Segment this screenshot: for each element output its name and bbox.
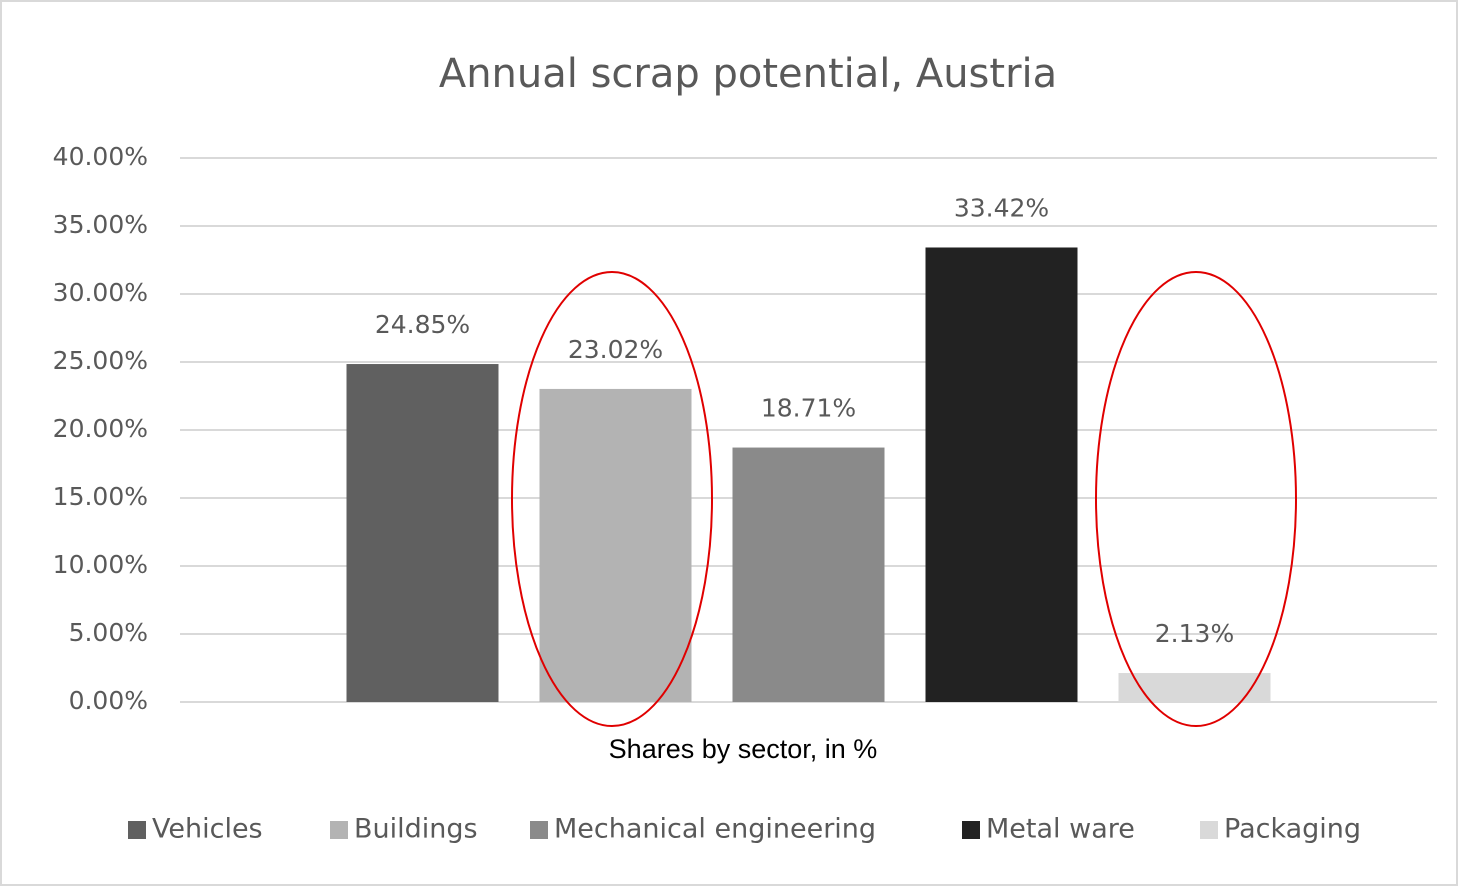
chart-title: Annual scrap potential, Austria (439, 51, 1057, 97)
bar (346, 364, 499, 702)
legend-swatch (962, 821, 980, 839)
y-tick-label: 10.00% (53, 550, 148, 579)
legend-label: Vehicles (152, 814, 263, 845)
y-tick-label: 25.00% (53, 346, 148, 375)
y-tick-label: 0.00% (69, 686, 148, 715)
value-label: 18.71% (761, 394, 856, 423)
y-tick-label: 40.00% (53, 142, 148, 171)
y-tick-label: 5.00% (69, 618, 148, 647)
bar (732, 447, 885, 702)
value-label: 2.13% (1155, 619, 1234, 648)
y-tick-label: 35.00% (53, 210, 148, 239)
y-tick-label: 20.00% (53, 414, 148, 443)
legend-swatch (530, 821, 548, 839)
legend-swatch (128, 821, 146, 839)
legend-label: Packaging (1224, 814, 1361, 845)
plot: 0.00% 5.00% 10.00% 15.00% 20.00% 25.00% 30.00%… (53, 142, 1437, 845)
highlight-ellipse (511, 271, 713, 727)
legend-label: Buildings (354, 814, 478, 845)
y-tick-label: 15.00% (53, 482, 148, 511)
legend-swatch (330, 821, 348, 839)
legend-label: Mechanical engineering (554, 814, 876, 845)
value-label: 24.85% (375, 310, 470, 339)
bar (539, 388, 692, 702)
legend-swatch (1200, 821, 1218, 839)
value-label: 23.02% (568, 335, 663, 364)
y-tick-label: 30.00% (53, 278, 148, 307)
highlight-ellipse (1095, 271, 1297, 727)
legend-label: Metal ware (986, 814, 1135, 845)
bar (925, 247, 1078, 702)
value-label: 33.42% (954, 193, 1049, 222)
x-axis-label: Shares by sector, in % (609, 734, 878, 764)
